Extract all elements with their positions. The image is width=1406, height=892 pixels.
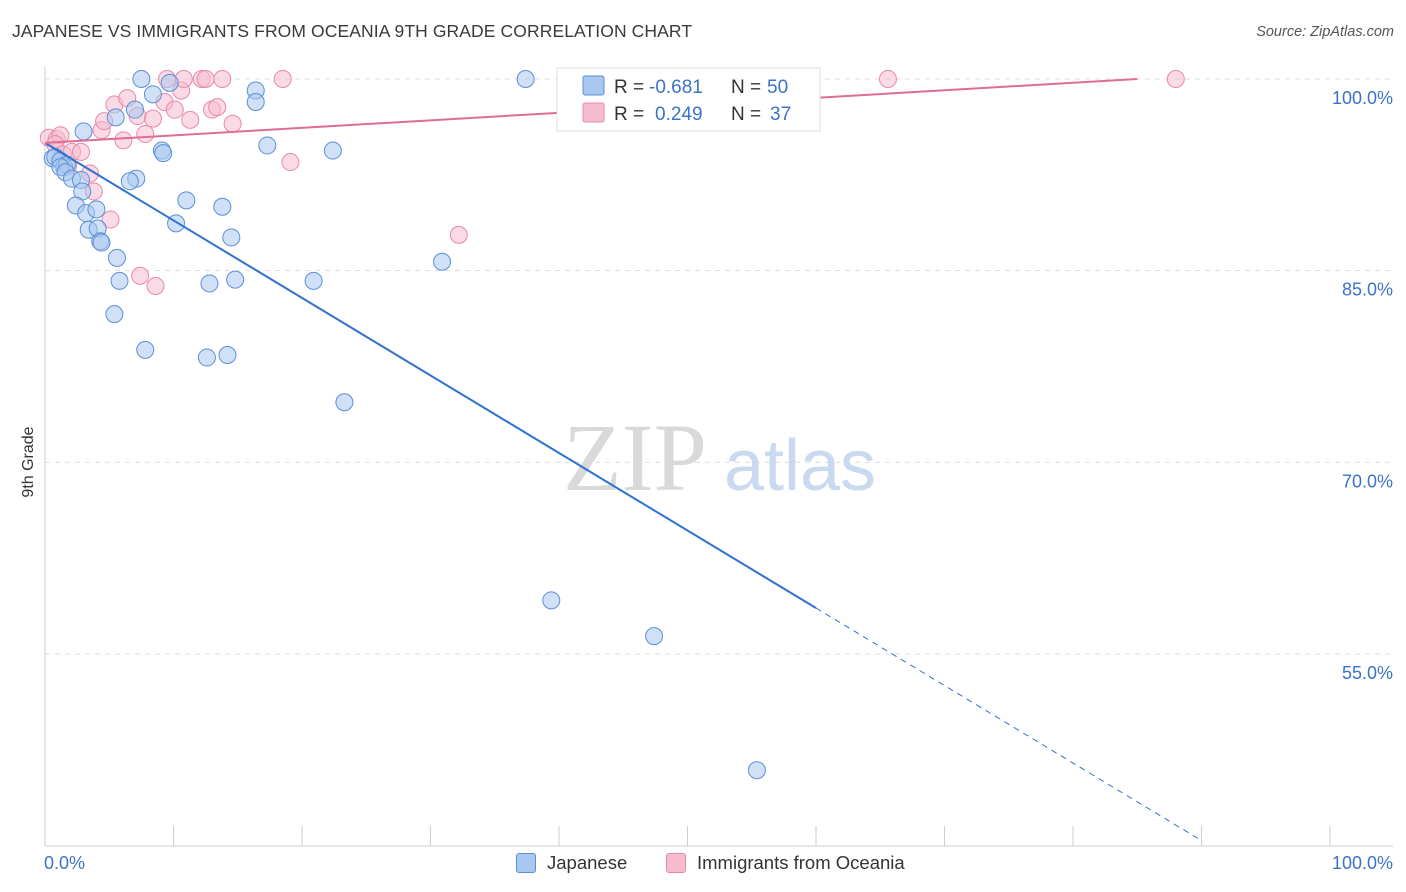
japanese-point (136, 340, 155, 359)
oceania-point (136, 124, 155, 143)
japanese-point (304, 271, 323, 290)
oceania-point (213, 70, 232, 88)
watermark-zip: ZIP (563, 404, 707, 511)
japanese-point (433, 252, 452, 271)
japanese-point (120, 172, 139, 191)
japanese-point (125, 100, 144, 119)
japanese-point (335, 393, 354, 412)
legend-swatch-oceania-bottom (666, 853, 686, 873)
legend-swatch-japanese (582, 75, 605, 96)
japanese-point (323, 141, 342, 160)
japanese-point (132, 70, 151, 88)
oceania-point (196, 70, 215, 88)
x-tick-label-max: 100.0% (1332, 853, 1393, 873)
oceania-point (281, 153, 300, 172)
axes (44, 67, 1393, 847)
legend-n-label-2: N = (731, 104, 761, 125)
japanese-point (197, 348, 216, 367)
legend-n-value-1: 50 (767, 77, 788, 98)
legend-r-label-2: R = (614, 104, 644, 125)
japanese-point (246, 93, 265, 111)
japanese-point (177, 191, 196, 210)
y-tick-labels: 100.0% 85.0% 70.0% 55.0% (1332, 88, 1393, 683)
watermark: ZIP atlas (563, 404, 876, 511)
legend-r-label-1: R = (614, 77, 644, 98)
japanese-point (218, 346, 237, 364)
series-japanese-points (43, 70, 766, 780)
legend-swatch-japanese-bottom (516, 853, 536, 873)
oceania-point (114, 131, 133, 150)
grid-lines (45, 78, 1393, 655)
oceania-point (131, 266, 150, 285)
oceania-point (101, 210, 120, 229)
y-axis-label: 9th Grade (20, 426, 37, 497)
japanese-point (645, 627, 664, 646)
legend-r-value-1: -0.681 (649, 77, 703, 98)
oceania-point (878, 70, 897, 88)
oceania-point (223, 114, 242, 133)
japanese-point (105, 305, 124, 324)
y-tick-label: 85.0% (1342, 280, 1393, 300)
watermark-atlas: atlas (724, 426, 876, 506)
japanese-point (143, 85, 162, 104)
chart-title: JAPANESE VS IMMIGRANTS FROM OCEANIA 9TH … (12, 21, 693, 41)
legend-n-label-1: N = (731, 77, 761, 98)
oceania-point (208, 98, 227, 117)
japanese-point (542, 591, 561, 610)
japanese-point (747, 761, 766, 780)
legend-r-value-2: 0.249 (655, 104, 703, 125)
x-tick-label-min: 0.0% (44, 853, 85, 873)
oceania-point (146, 277, 165, 295)
japanese-point (74, 122, 93, 141)
legend-label-oceania: Immigrants from Oceania (697, 852, 905, 873)
legend-label-japanese: Japanese (547, 852, 628, 873)
japanese-point (258, 136, 277, 155)
series-legend: Japanese Immigrants from Oceania (0, 852, 1406, 878)
japanese-point (92, 233, 111, 252)
japanese-point (226, 270, 245, 289)
japanese-point (200, 274, 219, 293)
oceania-point (165, 100, 184, 119)
japanese-point (107, 248, 126, 267)
oceania-point (143, 109, 162, 128)
japanese-point (154, 144, 173, 163)
oceania-point (449, 225, 468, 244)
oceania-point (1166, 70, 1185, 88)
japanese-point (110, 271, 129, 290)
japanese-point (213, 197, 232, 216)
japanese-point (106, 108, 125, 127)
legend-item-oceania: Immigrants from Oceania (666, 852, 905, 874)
oceania-point (71, 142, 90, 161)
legend-item-japanese: Japanese (516, 852, 627, 874)
oceania-point (181, 110, 200, 129)
japanese-point (160, 73, 179, 92)
japanese-point (222, 228, 241, 247)
legend-n-value-2: 37 (770, 104, 791, 125)
chart-source: Source: ZipAtlas.com (1256, 24, 1394, 40)
japanese-trend-extension (815, 607, 1202, 841)
stats-legend: R = -0.681 N = 50 R = 0.249 N = 37 (556, 67, 821, 132)
y-tick-label: 70.0% (1342, 471, 1393, 491)
japanese-point (87, 200, 106, 219)
oceania-point (273, 70, 292, 88)
japanese-trend-line (44, 142, 817, 609)
y-tick-label: 55.0% (1342, 663, 1393, 683)
japanese-point (516, 70, 535, 88)
y-tick-label: 100.0% (1332, 88, 1393, 108)
legend-swatch-oceania (582, 102, 605, 123)
